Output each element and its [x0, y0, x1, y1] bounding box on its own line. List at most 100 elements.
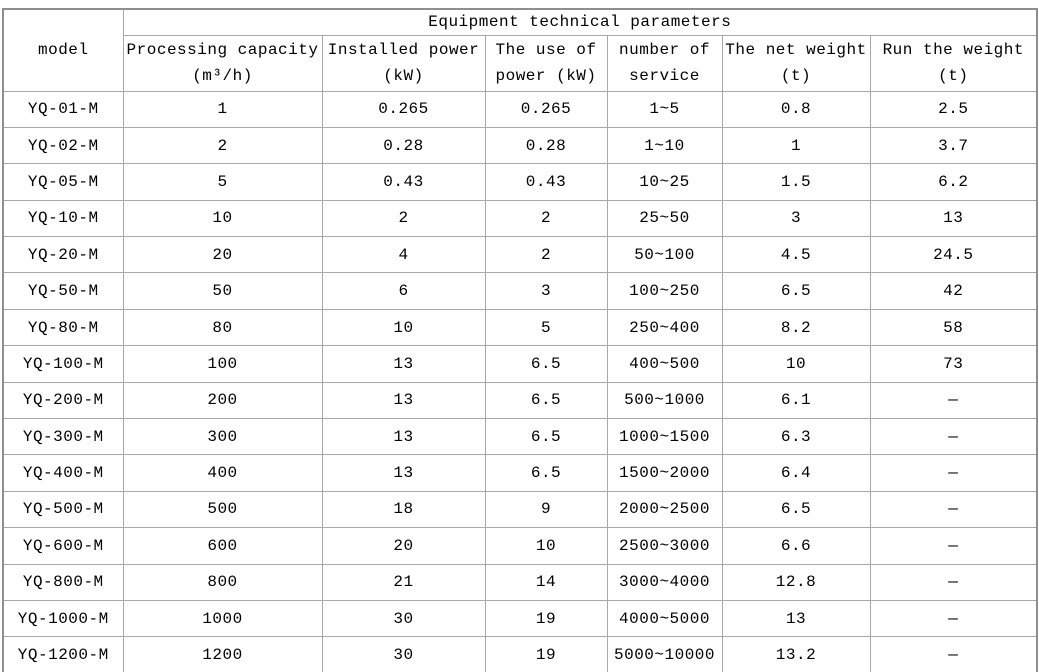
table-row: YQ-800-M 800 21 14 3000~4000 12.8 —: [2, 563, 1038, 601]
number-of-service-cell: 100~250: [606, 272, 723, 310]
number-of-service-cell: 2500~3000: [606, 527, 723, 565]
col-header-use-of-power: The use of power (kW): [484, 34, 608, 92]
header-line: Run the weight: [882, 41, 1024, 59]
model-cell: YQ-50-M: [2, 272, 124, 310]
header-unit: service: [629, 67, 700, 85]
number-of-service-cell: 250~400: [606, 308, 723, 347]
number-of-service-cell: 1~10: [606, 126, 723, 165]
installed-power-cell: 6: [321, 272, 486, 310]
processing-capacity-cell: 300: [122, 418, 323, 456]
header-unit: (t): [938, 67, 969, 85]
run-weight-cell: —: [869, 527, 1038, 565]
use-of-power-cell: 0.43: [484, 163, 608, 201]
net-weight-cell: 6.1: [721, 381, 871, 420]
processing-capacity-cell: 200: [122, 381, 323, 420]
use-of-power-cell: 6.5: [484, 381, 608, 420]
use-of-power-cell: 6.5: [484, 454, 608, 492]
use-of-power-cell: 2: [484, 236, 608, 274]
table-row: YQ-05-M 5 0.43 0.43 10~25 1.5 6.2: [2, 163, 1038, 201]
net-weight-cell: 0.8: [721, 90, 871, 128]
table-row: YQ-500-M 500 18 9 2000~2500 6.5 —: [2, 490, 1038, 529]
installed-power-cell: 13: [321, 418, 486, 456]
installed-power-cell: 10: [321, 308, 486, 347]
run-weight-cell: 58: [869, 308, 1038, 347]
run-weight-cell: 13: [869, 199, 1038, 238]
net-weight-cell: 3: [721, 199, 871, 238]
installed-power-cell: 30: [321, 636, 486, 672]
net-weight-cell: 8.2: [721, 308, 871, 347]
col-header-processing-capacity: Processing capacity (m³/h): [122, 34, 323, 92]
header-unit: (m³/h): [192, 67, 253, 85]
number-of-service-cell: 1500~2000: [606, 454, 723, 492]
table-row: YQ-600-M 600 20 10 2500~3000 6.6 —: [2, 527, 1038, 565]
installed-power-cell: 18: [321, 490, 486, 529]
model-cell: YQ-01-M: [2, 90, 124, 128]
number-of-service-cell: 400~500: [606, 345, 723, 383]
model-cell: YQ-600-M: [2, 527, 124, 565]
number-of-service-cell: 25~50: [606, 199, 723, 238]
table-body: YQ-01-M 1 0.265 0.265 1~5 0.8 2.5 YQ-02-…: [2, 90, 1038, 672]
model-cell: YQ-500-M: [2, 490, 124, 529]
run-weight-cell: 6.2: [869, 163, 1038, 201]
number-of-service-cell: 1000~1500: [606, 418, 723, 456]
run-weight-cell: —: [869, 418, 1038, 456]
use-of-power-cell: 0.28: [484, 126, 608, 165]
header-line: Processing capacity: [126, 41, 319, 59]
table-row: YQ-1000-M 1000 30 19 4000~5000 13 —: [2, 599, 1038, 638]
use-of-power-cell: 9: [484, 490, 608, 529]
number-of-service-cell: 2000~2500: [606, 490, 723, 529]
number-of-service-cell: 500~1000: [606, 381, 723, 420]
model-cell: YQ-100-M: [2, 345, 124, 383]
run-weight-cell: —: [869, 636, 1038, 672]
net-weight-cell: 13.2: [721, 636, 871, 672]
number-of-service-cell: 3000~4000: [606, 563, 723, 601]
col-header-installed-power: Installed power (kW): [321, 34, 486, 92]
table-row: YQ-1200-M 1200 30 19 5000~10000 13.2 —: [2, 636, 1038, 672]
installed-power-cell: 30: [321, 599, 486, 638]
processing-capacity-cell: 50: [122, 272, 323, 310]
header-line: The net weight: [725, 41, 867, 59]
use-of-power-cell: 6.5: [484, 418, 608, 456]
net-weight-cell: 10: [721, 345, 871, 383]
table-row: YQ-01-M 1 0.265 0.265 1~5 0.8 2.5: [2, 90, 1038, 128]
col-header-run-weight: Run the weight (t): [869, 34, 1038, 92]
model-cell: YQ-1000-M: [2, 599, 124, 638]
run-weight-cell: —: [869, 490, 1038, 529]
processing-capacity-cell: 1000: [122, 599, 323, 638]
header-line: Installed power: [327, 41, 480, 59]
installed-power-cell: 0.265: [321, 90, 486, 128]
table-row: YQ-20-M 20 4 2 50~100 4.5 24.5: [2, 236, 1038, 274]
installed-power-cell: 13: [321, 381, 486, 420]
processing-capacity-cell: 400: [122, 454, 323, 492]
number-of-service-cell: 5000~10000: [606, 636, 723, 672]
model-cell: YQ-1200-M: [2, 636, 124, 672]
net-weight-cell: 6.4: [721, 454, 871, 492]
net-weight-cell: 1.5: [721, 163, 871, 201]
processing-capacity-cell: 2: [122, 126, 323, 165]
use-of-power-cell: 14: [484, 563, 608, 601]
run-weight-cell: —: [869, 454, 1038, 492]
model-cell: YQ-05-M: [2, 163, 124, 201]
use-of-power-cell: 19: [484, 636, 608, 672]
run-weight-cell: —: [869, 563, 1038, 601]
installed-power-cell: 0.28: [321, 126, 486, 165]
use-of-power-cell: 5: [484, 308, 608, 347]
processing-capacity-cell: 100: [122, 345, 323, 383]
model-cell: YQ-10-M: [2, 199, 124, 238]
header-line: number of: [619, 41, 710, 59]
processing-capacity-cell: 5: [122, 163, 323, 201]
number-of-service-cell: 4000~5000: [606, 599, 723, 638]
table-row: YQ-100-M 100 13 6.5 400~500 10 73: [2, 345, 1038, 383]
processing-capacity-cell: 10: [122, 199, 323, 238]
run-weight-cell: 42: [869, 272, 1038, 310]
table-row: YQ-80-M 80 10 5 250~400 8.2 58: [2, 308, 1038, 347]
run-weight-cell: 3.7: [869, 126, 1038, 165]
run-weight-cell: —: [869, 599, 1038, 638]
installed-power-cell: 20: [321, 527, 486, 565]
processing-capacity-cell: 800: [122, 563, 323, 601]
table-row: YQ-300-M 300 13 6.5 1000~1500 6.3 —: [2, 418, 1038, 456]
table-row: YQ-400-M 400 13 6.5 1500~2000 6.4 —: [2, 454, 1038, 492]
run-weight-cell: —: [869, 381, 1038, 420]
equipment-parameters-table: model Equipment technical parameters Pro…: [2, 8, 1039, 672]
use-of-power-cell: 19: [484, 599, 608, 638]
